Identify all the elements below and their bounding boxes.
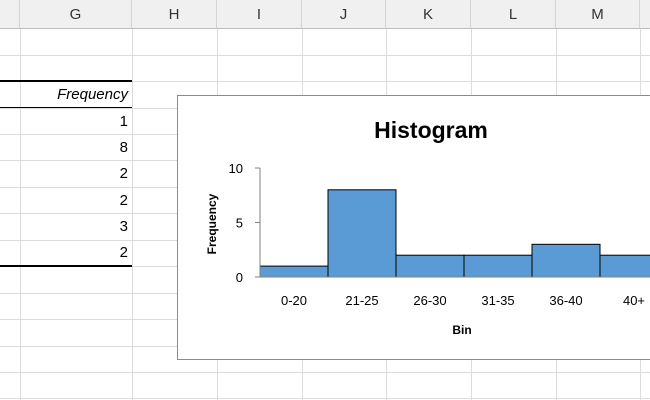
frequency-cell[interactable]: 8 (119, 139, 128, 156)
x-tick-label: 36-40 (549, 293, 582, 308)
frequency-cell[interactable]: 2 (119, 165, 128, 182)
column-header-k[interactable]: K (386, 0, 471, 29)
table-bottom-border (0, 265, 132, 267)
y-axis-label: Frequency (205, 193, 219, 254)
histogram-bar[interactable] (327, 189, 397, 278)
column-header-j[interactable]: J (302, 0, 386, 29)
gridline (20, 29, 21, 400)
column-header-m[interactable]: M (556, 0, 640, 29)
gridline (132, 29, 133, 400)
frequency-header-cell[interactable]: Frequency (57, 86, 128, 103)
table-header-border (0, 107, 132, 108)
histogram-bar[interactable] (463, 254, 533, 278)
column-header-n[interactable] (640, 0, 650, 29)
column-header-f[interactable] (0, 0, 20, 29)
column-header-l[interactable]: L (471, 0, 556, 29)
x-tick-label: 31-35 (481, 293, 514, 308)
y-tick-label: 5 (236, 216, 243, 231)
frequency-cell[interactable]: 2 (119, 192, 128, 209)
x-axis-label: Bin (452, 323, 471, 337)
gridline (0, 372, 650, 373)
frequency-cell[interactable]: 2 (119, 244, 128, 261)
x-tick-label: 40+ (623, 293, 645, 308)
chart-title: Histogram (374, 117, 488, 143)
histogram-bar[interactable] (395, 254, 465, 278)
bars-group (259, 189, 650, 278)
y-tick-label: 0 (236, 270, 243, 285)
x-tick-label: 26-30 (413, 293, 446, 308)
column-header-i[interactable]: I (217, 0, 302, 29)
chart-canvas: Histogram Bin Frequency 0 5 10 0-20 21-25 26… (205, 117, 650, 337)
gridline (0, 55, 650, 56)
histogram-chart[interactable]: Histogram Bin Frequency 0 5 10 0-20 21-25 26… (177, 95, 650, 360)
column-header-h[interactable]: H (132, 0, 217, 29)
y-ticks-group: 0 5 10 (229, 161, 260, 285)
histogram-bar[interactable] (599, 254, 650, 278)
x-ticks-group: 0-20 21-25 26-30 31-35 36-40 40+ (281, 293, 645, 308)
x-tick-label: 0-20 (281, 293, 307, 308)
gridline (0, 398, 650, 399)
gridline (0, 81, 650, 82)
table-top-border (0, 80, 132, 82)
frequency-cell[interactable]: 3 (119, 218, 128, 235)
histogram-bar[interactable] (259, 265, 329, 278)
frequency-cell[interactable]: 1 (119, 113, 128, 130)
x-tick-label: 21-25 (345, 293, 378, 308)
histogram-bar[interactable] (531, 243, 601, 278)
column-header-g[interactable]: G (20, 0, 132, 29)
y-tick-label: 10 (229, 161, 243, 176)
